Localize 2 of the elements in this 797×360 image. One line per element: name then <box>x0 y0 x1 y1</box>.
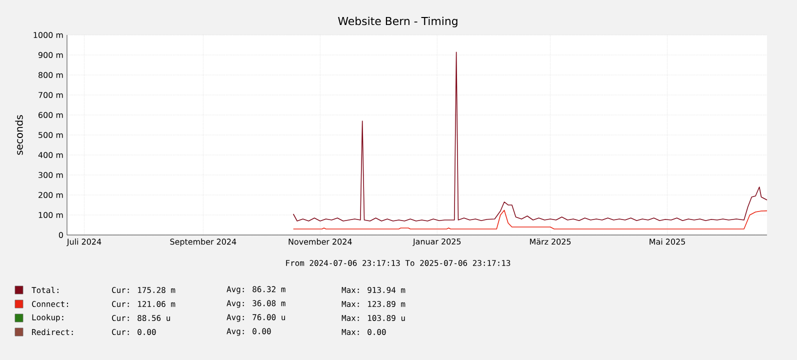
chart-title: Website Bern - Timing <box>338 16 458 28</box>
y-axis-title: seconds <box>15 115 23 155</box>
